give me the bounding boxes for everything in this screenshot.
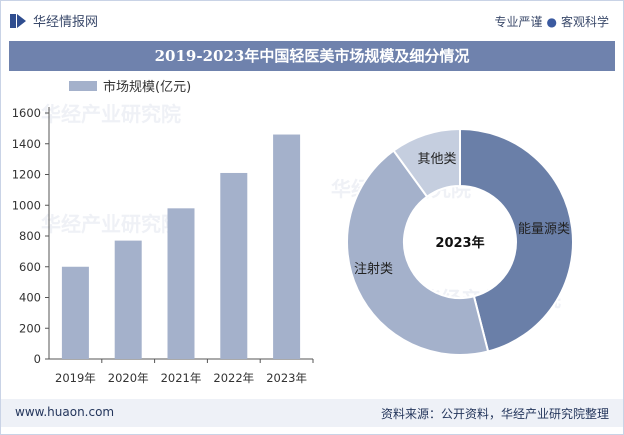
brand: 华经情报网 (9, 11, 98, 30)
bar (114, 240, 142, 359)
donut-center-label: 2023年 (435, 235, 484, 251)
bar (167, 208, 195, 359)
donut-slice (459, 127, 574, 353)
x-tick-label: 2020年 (108, 371, 149, 385)
donut-slice (392, 127, 461, 199)
chart-area: 华经产业研究院 华经产业研究院 华经产业研究院 华经产业研究院 市场规模(亿元)… (1, 73, 623, 391)
site-url: www.huaon.com (15, 405, 115, 419)
brand-name: 华经情报网 (33, 15, 99, 30)
chart-title: 2019-2023年中国轻医美市场规模及细分情况 (9, 41, 615, 71)
y-tick-label: 600 (19, 260, 41, 274)
footer: www.huaon.com 资料来源：公开资料，华经产业研究院整理 (1, 399, 623, 427)
y-tick-label: 1000 (12, 198, 41, 212)
slice-label: 能量源类 (518, 222, 570, 237)
slogan: 专业严谨 ● 客观科学 (494, 13, 609, 30)
x-tick-label: 2023年 (266, 371, 307, 385)
y-tick-label: 1200 (12, 168, 41, 182)
y-tick-label: 1400 (12, 137, 41, 151)
x-tick-label: 2019年 (55, 371, 96, 385)
y-tick-label: 0 (34, 352, 41, 366)
top-bar: 华经情报网 专业严谨 ● 客观科学 (1, 1, 623, 41)
x-tick-label: 2021年 (161, 371, 202, 385)
bar (273, 134, 301, 359)
bar (61, 266, 89, 359)
slice-label: 其他类 (417, 152, 456, 167)
slogan-left: 专业严谨 (494, 15, 543, 29)
y-tick-label: 800 (19, 229, 41, 243)
y-tick-label: 200 (19, 321, 41, 335)
donut-slice (346, 149, 490, 356)
slice-label: 注射类 (354, 261, 393, 277)
legend-swatch (69, 81, 97, 91)
legend-label: 市场规模(亿元) (103, 79, 191, 95)
bar (220, 172, 248, 359)
data-source: 资料来源：公开资料，华经产业研究院整理 (380, 407, 609, 421)
y-tick-label: 400 (19, 291, 41, 305)
slogan-right: 客观科学 (560, 15, 609, 29)
huajing-logo-icon (10, 13, 26, 28)
x-tick-label: 2022年 (213, 371, 254, 385)
y-tick-label: 1600 (12, 106, 41, 120)
bar-chart: 市场规模(亿元) 0 200 400 600 800 1000 1200 1400 1600 201… (12, 79, 314, 385)
separator-dot-icon: ● (546, 15, 557, 29)
